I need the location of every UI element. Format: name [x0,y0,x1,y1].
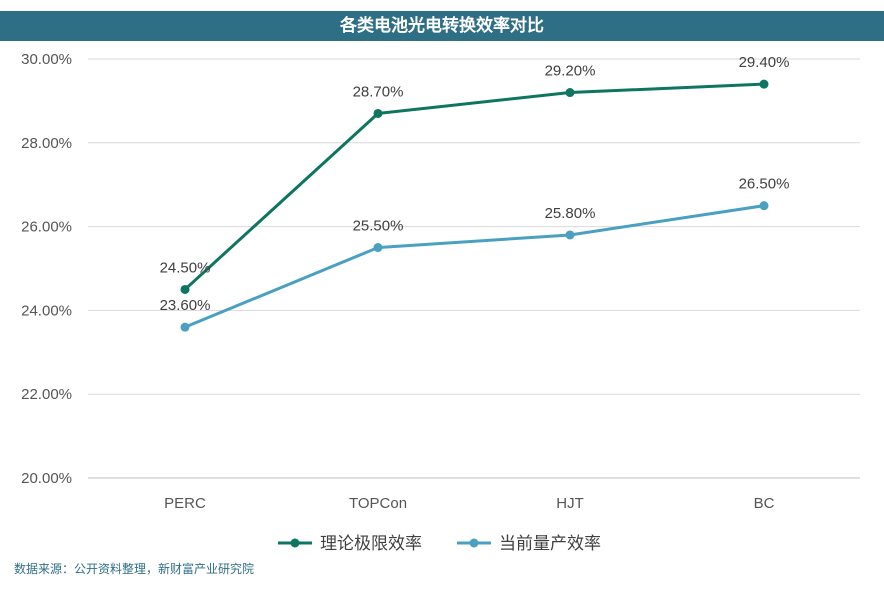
x-tick-label: PERC [164,495,206,512]
y-tick-label: 22.00% [21,386,72,403]
data-label: 25.80% [545,205,596,222]
data-point [373,243,383,253]
legend-label: 当前量产效率 [499,534,601,554]
data-point [759,79,769,89]
legend-label: 理论极限效率 [320,534,422,554]
chart-title: 各类电池光电转换效率对比 [0,11,884,41]
data-label: 25.50% [353,218,404,235]
y-tick-label: 30.00% [21,51,72,68]
series-2: 23.60% 25.50% 25.80% 26.50% [160,176,790,332]
x-tick-label: TOPCon [349,495,407,512]
data-point [373,108,383,118]
legend: 理论极限效率 当前量产效率 [278,534,601,554]
data-point [180,322,190,332]
legend-marker [469,538,479,548]
data-label: 29.40% [739,54,790,71]
y-tick-label: 28.00% [21,135,72,152]
data-label: 29.20% [545,63,596,80]
series-1: 24.50% 28.70% 29.20% 29.40% [160,54,790,294]
data-label: 28.70% [353,83,404,100]
data-point [565,230,575,240]
grid-lines [88,58,860,479]
series-line [184,204,765,329]
y-tick-label: 24.00% [21,302,72,319]
data-point [565,88,575,98]
y-axis-ticks: 20.00% 22.00% 24.00% 26.00% 28.00% 30.00% [21,51,72,487]
series-group: 24.50% 28.70% 29.20% 29.40% 23.60% 25.50% 25.8… [160,54,790,332]
data-label: 26.50% [739,176,790,193]
x-axis-ticks: PERC TOPCon HJT BC [164,495,774,512]
series-line [183,82,765,291]
y-tick-label: 26.00% [21,219,72,236]
data-point [759,201,769,211]
y-tick-label: 20.00% [21,470,72,487]
legend-marker [290,538,300,548]
data-point [180,284,190,294]
source-note: 数据来源：公开资料整理，新财富产业研究院 [14,562,255,576]
data-label: 24.50% [160,259,211,276]
data-label: 23.60% [160,297,211,314]
x-tick-label: HJT [556,495,584,512]
x-tick-label: BC [754,495,775,512]
